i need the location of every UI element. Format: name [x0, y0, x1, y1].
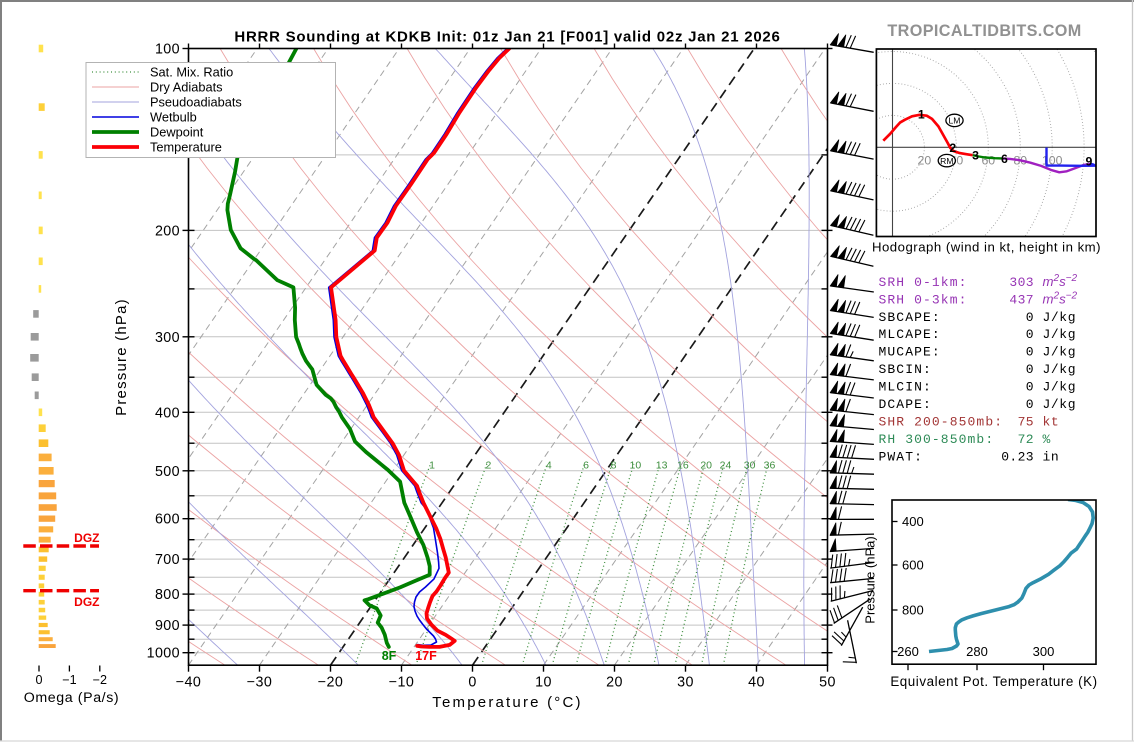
- svg-text:Sat. Mix. Ratio: Sat. Mix. Ratio: [150, 64, 233, 79]
- svg-text:600: 600: [902, 558, 924, 573]
- svg-text:MUCAPE:: MUCAPE:: [879, 345, 941, 360]
- svg-text:Pressure (hPa): Pressure (hPa): [113, 298, 130, 416]
- svg-text:2: 2: [949, 141, 956, 155]
- svg-text:20: 20: [606, 675, 623, 691]
- svg-text:SBCIN:: SBCIN:: [879, 362, 932, 377]
- svg-text:72: 72: [1018, 432, 1034, 447]
- svg-text:303: 303: [1009, 275, 1034, 290]
- svg-text:800: 800: [902, 603, 924, 618]
- svg-text:100: 100: [155, 42, 180, 58]
- svg-text:HRRR Sounding at KDKB Init: 01: HRRR Sounding at KDKB Init: 01z Jan 21 […: [234, 29, 780, 46]
- svg-text:DGZ: DGZ: [74, 595, 99, 609]
- svg-text:J/kg: J/kg: [1043, 345, 1077, 360]
- svg-text:8F: 8F: [382, 649, 397, 663]
- svg-text:6: 6: [583, 459, 589, 471]
- svg-text:60: 60: [981, 154, 995, 168]
- svg-text:9: 9: [1085, 155, 1092, 169]
- svg-text:−30: −30: [247, 675, 272, 691]
- svg-text:260: 260: [897, 644, 919, 659]
- svg-text:DCAPE:: DCAPE:: [879, 397, 932, 412]
- svg-text:20: 20: [700, 459, 712, 471]
- svg-text:LM: LM: [949, 116, 961, 126]
- svg-text:Hodograph (wind in kt, height: Hodograph (wind in kt, height in km): [872, 240, 1101, 255]
- svg-text:700: 700: [155, 552, 180, 568]
- svg-text:in: in: [1043, 450, 1060, 465]
- svg-text:0: 0: [1026, 310, 1034, 325]
- svg-text:PWAT:: PWAT:: [879, 450, 924, 465]
- svg-text:0: 0: [468, 675, 476, 691]
- svg-text:0: 0: [1026, 327, 1034, 342]
- svg-text:30: 30: [677, 675, 694, 691]
- svg-text:16: 16: [677, 459, 689, 471]
- svg-text:437: 437: [1009, 292, 1034, 307]
- svg-text:J/kg: J/kg: [1043, 362, 1077, 377]
- svg-text:6: 6: [1001, 152, 1008, 166]
- svg-text:600: 600: [155, 512, 180, 528]
- svg-text:8: 8: [611, 459, 617, 471]
- svg-text:300: 300: [155, 330, 180, 346]
- svg-text:500: 500: [155, 464, 180, 480]
- svg-text:−1: −1: [62, 673, 76, 687]
- svg-text:0.23: 0.23: [1001, 450, 1034, 465]
- svg-text:40: 40: [748, 675, 765, 691]
- svg-text:800: 800: [155, 587, 180, 603]
- svg-text:0: 0: [1026, 345, 1034, 360]
- svg-text:−2: −2: [93, 673, 107, 687]
- svg-text:Temperature: Temperature: [150, 139, 222, 154]
- svg-text:0: 0: [35, 673, 42, 687]
- svg-text:75: 75: [1018, 415, 1034, 430]
- svg-text:SRH 0-1km:: SRH 0-1km:: [879, 275, 968, 290]
- svg-text:−10: −10: [389, 675, 414, 691]
- svg-text:kt: kt: [1043, 415, 1060, 430]
- svg-text:Dry Adiabats: Dry Adiabats: [150, 79, 223, 94]
- svg-text:4: 4: [546, 459, 552, 471]
- svg-text:SHR 200-850mb:: SHR 200-850mb:: [879, 415, 1004, 430]
- svg-text:TROPICALTIDBITS.COM: TROPICALTIDBITS.COM: [887, 22, 1081, 40]
- svg-text:0: 0: [1026, 380, 1034, 395]
- svg-text:10: 10: [535, 675, 552, 691]
- svg-text:%: %: [1043, 432, 1051, 447]
- svg-text:J/kg: J/kg: [1043, 397, 1077, 412]
- svg-text:Pressure (hPa): Pressure (hPa): [863, 536, 878, 623]
- svg-text:SRH 0-3km:: SRH 0-3km:: [879, 292, 968, 307]
- svg-text:MLCIN:: MLCIN:: [879, 380, 932, 395]
- svg-text:3: 3: [972, 149, 979, 163]
- svg-text:10: 10: [630, 459, 642, 471]
- svg-text:17F: 17F: [415, 649, 437, 663]
- svg-text:Wetbulb: Wetbulb: [150, 109, 197, 124]
- svg-text:Omega (Pa/s): Omega (Pa/s): [24, 690, 120, 706]
- svg-text:RH 300-850mb:: RH 300-850mb:: [879, 432, 995, 447]
- svg-text:400: 400: [155, 405, 180, 421]
- svg-text:Equivalent Pot. Temperature (K: Equivalent Pot. Temperature (K): [890, 674, 1097, 689]
- svg-text:13: 13: [656, 459, 668, 471]
- svg-text:−40: −40: [176, 675, 201, 691]
- svg-text:0: 0: [1026, 362, 1034, 377]
- svg-text:SBCAPE:: SBCAPE:: [879, 310, 941, 325]
- svg-text:J/kg: J/kg: [1043, 327, 1077, 342]
- svg-text:0: 0: [1026, 397, 1034, 412]
- svg-text:Pseudoadiabats: Pseudoadiabats: [150, 94, 242, 109]
- svg-text:36: 36: [764, 459, 776, 471]
- svg-text:20: 20: [918, 154, 932, 168]
- svg-text:J/kg: J/kg: [1043, 380, 1077, 395]
- svg-text:1000: 1000: [147, 646, 180, 662]
- svg-text:200: 200: [155, 223, 180, 239]
- svg-text:1: 1: [918, 108, 925, 122]
- svg-text:Dewpoint: Dewpoint: [150, 124, 204, 139]
- svg-text:DGZ: DGZ: [74, 531, 99, 545]
- svg-text:RM: RM: [940, 156, 953, 166]
- svg-text:MLCAPE:: MLCAPE:: [879, 327, 941, 342]
- svg-text:1: 1: [429, 459, 435, 471]
- svg-text:Temperature (°C): Temperature (°C): [432, 694, 582, 711]
- svg-text:2: 2: [485, 459, 491, 471]
- svg-text:50: 50: [819, 675, 836, 691]
- svg-text:900: 900: [155, 618, 180, 634]
- svg-text:400: 400: [902, 514, 924, 529]
- svg-text:280: 280: [966, 644, 988, 659]
- svg-text:J/kg: J/kg: [1043, 310, 1077, 325]
- svg-text:300: 300: [1033, 644, 1055, 659]
- svg-text:24: 24: [720, 459, 732, 471]
- svg-text:30: 30: [744, 459, 756, 471]
- svg-text:−20: −20: [318, 675, 343, 691]
